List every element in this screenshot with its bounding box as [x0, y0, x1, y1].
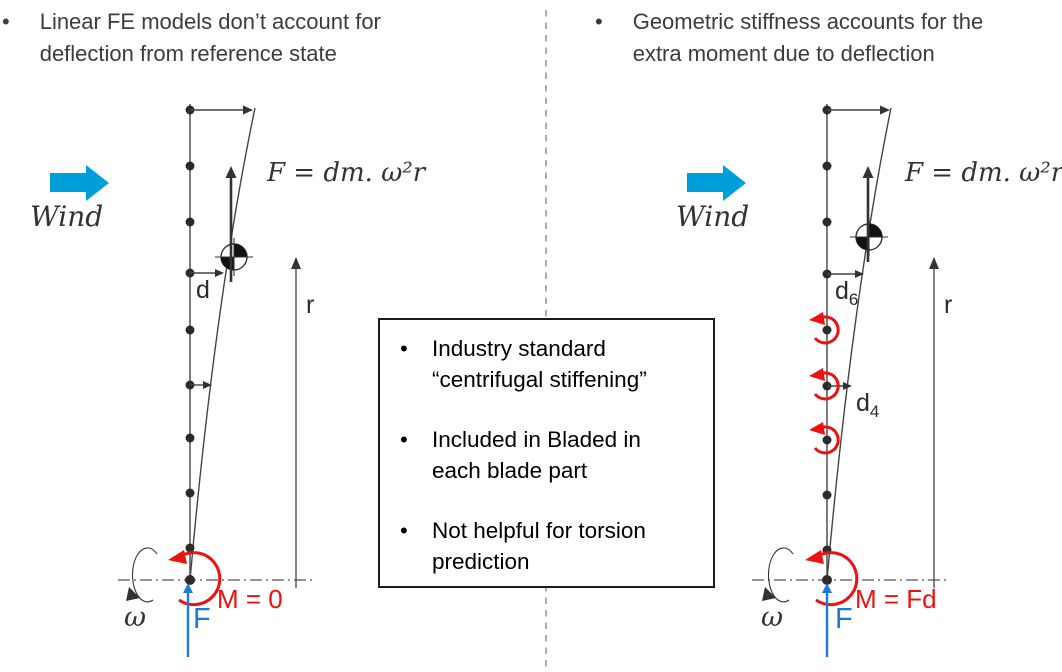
- right-blade-diagram: [687, 104, 947, 657]
- left-header-bullet: • Linear FE models don’t account for def…: [2, 6, 520, 70]
- radius-dimension-arrow: [929, 257, 939, 588]
- force-label: F: [835, 603, 853, 635]
- d6-deflection-arrow: [827, 270, 864, 278]
- omega-label: ω: [761, 602, 784, 633]
- wind-label: Wind: [30, 200, 104, 233]
- root-force-arrow: [822, 583, 832, 657]
- omega-rotation-icon: [126, 547, 158, 603]
- r-label: r: [306, 291, 315, 319]
- bullet-marker: •: [2, 9, 10, 34]
- omega-label: ω: [124, 602, 147, 633]
- bullet-marker: •: [400, 427, 408, 452]
- bullet-marker: •: [595, 9, 603, 34]
- right-header-text: Geometric stiffness accounts for the ext…: [632, 9, 984, 66]
- centrifugal-force-arrow: [862, 166, 874, 262]
- notes-box: • Industry standard “centrifugal stiffen…: [378, 318, 715, 588]
- d-label: d: [196, 276, 210, 304]
- notes-item-text: Not helpful for torsion prediction: [432, 518, 646, 574]
- bullet-marker: •: [400, 518, 408, 543]
- wind-arrow-icon: [687, 165, 746, 201]
- notes-item-text: Industry standard “centrifugal stiffenin…: [432, 336, 647, 392]
- centre-of-mass-icon: [215, 238, 253, 276]
- left-blade-diagram: [50, 104, 312, 657]
- deflected-blade-curve: [826, 107, 892, 581]
- wind-arrow-icon: [50, 165, 109, 201]
- notes-item-text: Included in Bladed in each blade part: [432, 427, 641, 483]
- tip-deflection-arrow: [827, 105, 890, 115]
- root-moment-arc: [168, 550, 222, 607]
- bullet-marker: •: [400, 336, 408, 361]
- d4-deflection-arrow: [827, 382, 852, 390]
- force-label: F: [193, 603, 211, 635]
- notes-item: • Included in Bladed in each blade part: [400, 424, 701, 486]
- root-moment-arc: [805, 550, 859, 607]
- centrifugal-force-formula: F = dm. ω²r: [267, 158, 426, 188]
- moment-label: M = 0: [217, 584, 283, 614]
- mid-deflection-arrow: [190, 381, 212, 389]
- d4-label: d4: [856, 389, 880, 421]
- r-label: r: [944, 291, 953, 319]
- notes-item: • Not helpful for torsion prediction: [400, 515, 701, 577]
- d6-label: d6: [835, 277, 859, 309]
- radius-dimension-arrow: [291, 257, 301, 588]
- d-deflection-arrow: [190, 269, 224, 277]
- left-header-text: Linear FE models don’t account for defle…: [39, 9, 381, 66]
- moment-label: M = Fd: [855, 584, 937, 614]
- wind-label: Wind: [676, 200, 750, 233]
- tip-deflection-arrow: [190, 105, 253, 115]
- omega-rotation-icon: [762, 547, 794, 603]
- deflected-blade-curve: [189, 107, 256, 581]
- centrifugal-force-formula: F = dm. ω²r: [905, 158, 1062, 188]
- distributed-moment-arcs: [809, 312, 840, 455]
- root-force-arrow: [183, 583, 193, 657]
- right-header-bullet: • Geometric stiffness accounts for the e…: [595, 6, 1062, 70]
- notes-item: • Industry standard “centrifugal stiffen…: [400, 333, 701, 395]
- centrifugal-force-arrow: [225, 166, 237, 282]
